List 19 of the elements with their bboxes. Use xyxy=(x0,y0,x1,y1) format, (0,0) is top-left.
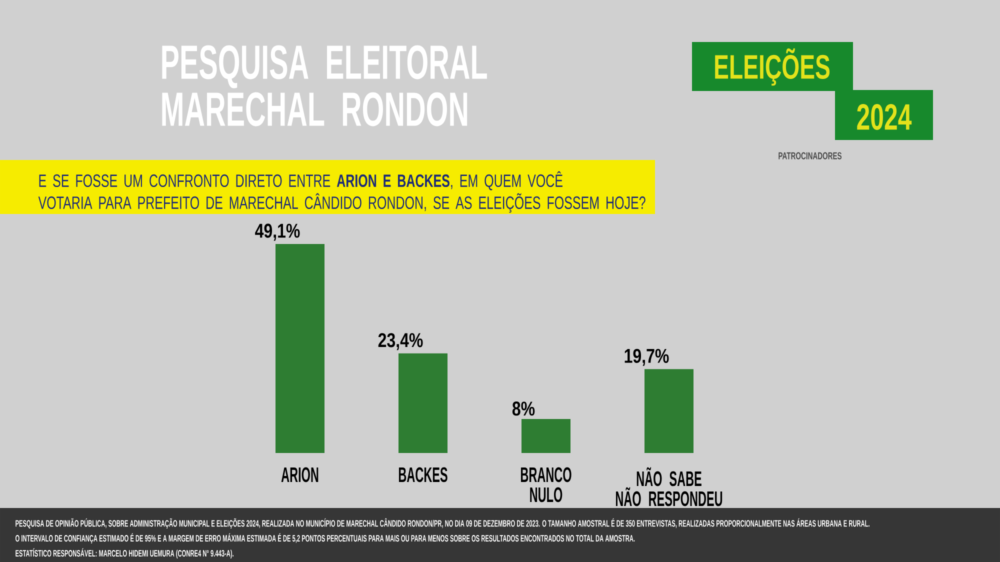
x-tick-label: NÃO SABE NÃO RESPONDEU xyxy=(616,467,722,506)
bar xyxy=(276,244,325,454)
bar xyxy=(522,418,570,454)
data-label: 49,1% xyxy=(255,224,300,241)
x-tick-label: BRANCO NULO xyxy=(520,467,572,502)
text: 2024 xyxy=(857,104,912,130)
text: PATROCINADORES xyxy=(778,152,842,160)
bar xyxy=(644,369,694,454)
text: O INTERVALO DE CONFIANÇA ESTIMADO É DE 95% E A MARGEM DE ERRO MÁXIMA ESTIMADA É DE 5,2 PONTOS PERCENTUAIS PARA MAIS OU PARA MENOS SOBRE OS RESULTADOS ENCONTRADOS NO TOTAL DA AMOSTRA. xyxy=(16,533,635,544)
chart-subtitle: E SE FOSSE UM CONFRONTO DIRETO ENTRE ARION E BACKES, EM QUEM VOCÊ VOTARIA PARA PREFEITO DE MARECHAL CÂNDIDO RONDON, SE AS ELEIÇÕES FOSSEM HOJE? xyxy=(38,171,646,213)
data-label: 8% xyxy=(512,402,535,416)
data-label: 23,4% xyxy=(378,333,423,350)
x-tick-label: BACKES xyxy=(398,467,448,482)
x-tick-label: ARION xyxy=(281,467,318,482)
text: ESTATÍSTICO RESPONSÁVEL: MARCELO HIDEMI UEMURA (CONRE4 N° 9.443-A). xyxy=(16,548,234,558)
text: PESQUISA DE OPINIÃO PÚBLICA, SOBRE ADMINISTRAÇÃO MUNICIPAL E ELEIÇÕES 2024, REALIZADA NO MUNICÍPIO DE MARECHAL CÂNDIDO RONDON/PR, NO DIA 09 DE DEZEMBRO DE 2023. O TAMANHO AMOSTRAL É DE 350 ENTREVISTAS, REALIZADAS PROPORCIONALMENTE NAS ÁREAS URBANA E RURAL. xyxy=(16,518,870,529)
data-label: 19,7% xyxy=(624,348,669,366)
text: ELEIÇÕES xyxy=(715,48,830,86)
bar xyxy=(398,353,448,454)
